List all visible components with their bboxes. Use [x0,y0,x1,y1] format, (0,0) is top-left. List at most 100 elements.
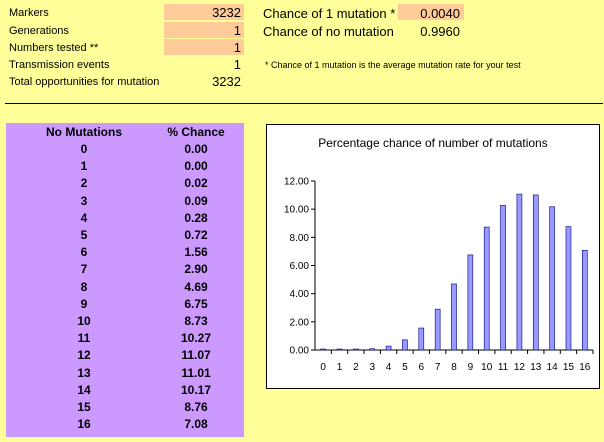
mutation-count: 11 [77,331,91,346]
bar [467,254,474,351]
chance-percent: 0.28 [184,210,208,225]
table-row: 3 0.09 [6,194,244,211]
bar [582,249,588,351]
bar [353,348,359,351]
total-opportunities-value: 3232 [212,74,241,89]
mutation-count: 12 [77,348,91,363]
table-row: 11 10.27 [6,331,244,348]
x-tick-label: 2 [353,362,359,373]
bar [549,206,555,351]
x-tick-label: 5 [402,362,408,373]
generations-label: Generations [9,25,69,37]
x-tick-label: 4 [386,362,392,373]
x-tick-label: 8 [451,362,457,373]
y-tick-label: 6.00 [290,261,310,272]
x-tick-label: 14 [547,362,559,373]
y-tick-label: 8.00 [290,233,310,244]
divider-line [5,103,603,104]
chance-percent: 0.00 [184,159,208,174]
bar [418,327,425,351]
mutation-table: No Mutations % Chance 0 0.00 1 0.00 2 0.02 3 0.… [6,123,244,437]
y-tick-label: 0.00 [290,346,310,357]
numbers-tested-value[interactable]: 1 [233,40,241,55]
generations-cell-bg [164,22,244,38]
table-row: 6 1.56 [6,245,244,262]
transmission-events-label: Transmission events [9,59,110,71]
mutation-count: 1 [80,159,88,174]
table-row: 16 7.08 [6,417,244,434]
mutation-count: 8 [80,279,88,294]
mutation-count: 2 [80,176,88,191]
x-tick-label: 12 [514,362,526,373]
chance-one-label: Chance of 1 mutation * [263,6,396,21]
table-row: 2 0.02 [6,176,244,193]
bar [385,345,392,351]
numbers-tested-label: Numbers tested ** [9,42,99,54]
bar [451,283,457,351]
mutation-count: 4 [80,210,88,225]
chance-percent: 11.07 [181,348,211,363]
chance-one-value[interactable]: 0.0040 [420,6,460,21]
numbers-tested-cell-bg [164,39,244,55]
bar [402,339,408,351]
table-row: 14 10.17 [6,383,244,400]
chart-svg: Percentage chance of number of mutations… [284,136,594,373]
x-tick-label: 7 [435,362,441,373]
x-tick-label: 6 [419,362,425,373]
col-header-chance: % Chance [167,125,225,139]
markers-cell-bg [164,4,244,20]
mutation-count: 14 [77,382,91,397]
chance-percent: 8.76 [184,400,208,414]
chance-percent: 0.09 [184,193,208,208]
table-row: 4 0.28 [6,211,244,228]
chance-percent: 10.17 [180,382,212,397]
x-tick-label: 9 [468,362,474,373]
transmission-events-value: 1 [233,57,241,72]
bar [483,226,490,351]
generations-value[interactable]: 1 [233,23,241,38]
bar [369,348,376,351]
markers-label: Markers [9,7,49,19]
table-row: 1 0.00 [6,159,244,176]
table-row: 8 4.69 [6,280,244,297]
chance-one-cell-bg [398,4,464,20]
x-tick-label: 10 [481,362,493,373]
y-tick-label: 10.00 [284,205,309,216]
mutation-count: 16 [77,417,91,432]
mutation-count: 15 [77,400,91,414]
table-row: 15 8.76 [6,400,244,417]
col-header-mutations: No Mutations [46,125,122,139]
x-tick-label: 15 [563,362,575,373]
mutation-count: 5 [80,228,88,242]
bar [434,308,441,351]
total-opportunities-label: Total opportunities for mutation [9,76,160,88]
table-row: 13 11.01 [6,366,244,383]
bar [320,348,326,351]
chance-percent: 11.01 [181,365,211,380]
chance-percent: 2.90 [184,262,208,277]
mutation-count: 6 [80,245,88,260]
mutation-count: 3 [80,193,88,208]
chance-percent: 4.69 [184,279,208,294]
y-tick-label: 2.00 [290,317,310,328]
x-tick-label: 16 [579,362,591,373]
mutation-count: 0 [80,142,88,156]
y-tick-label: 4.00 [290,289,310,300]
mutation-count: 9 [80,296,88,311]
bar [336,348,343,351]
chance-none-value: 0.9960 [420,24,460,39]
y-tick-label: 12.00 [284,177,309,188]
x-tick-label: 13 [530,362,542,373]
mutation-count: 7 [80,262,88,277]
chance-percent: 7.08 [184,417,208,432]
markers-value[interactable]: 3232 [212,5,241,20]
table-row: 9 6.75 [6,297,244,314]
bar [532,194,539,351]
x-tick-label: 3 [369,362,375,373]
chance-percent: 0.02 [184,176,208,191]
bar [516,193,523,351]
mutation-count: 10 [77,314,91,328]
chance-percent: 10.27 [180,331,212,346]
footnote: * Chance of 1 mutation is the average mu… [265,60,521,70]
table-row: 7 2.90 [6,262,244,279]
